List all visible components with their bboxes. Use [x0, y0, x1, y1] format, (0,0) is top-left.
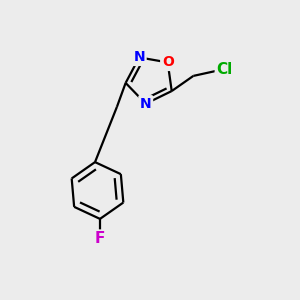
Text: O: O	[162, 56, 174, 69]
Text: N: N	[134, 50, 145, 64]
Text: Cl: Cl	[216, 62, 233, 77]
Text: N: N	[140, 97, 152, 111]
Text: F: F	[95, 231, 105, 246]
